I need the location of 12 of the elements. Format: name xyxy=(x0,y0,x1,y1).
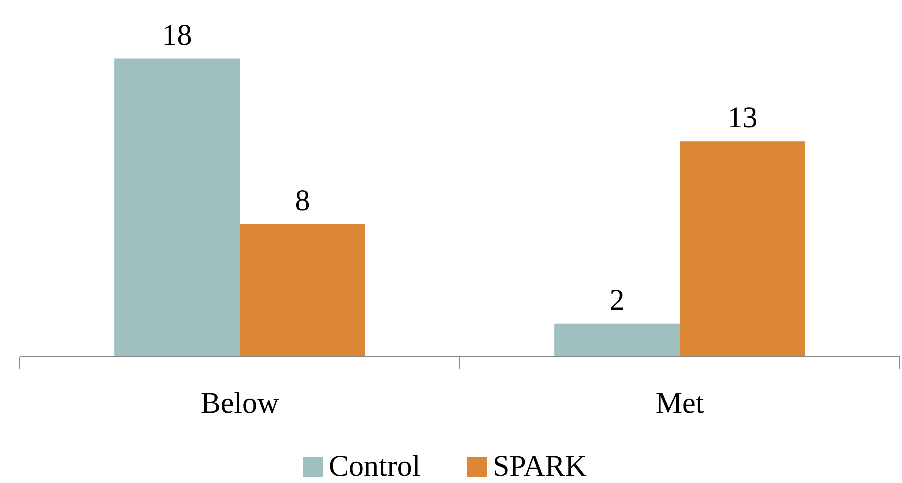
legend-label: SPARK xyxy=(493,450,588,483)
data-label: 8 xyxy=(295,184,310,218)
data-label: 2 xyxy=(610,284,625,317)
x-tick-label: Met xyxy=(656,387,705,420)
bar xyxy=(680,142,806,357)
data-label: 18 xyxy=(162,18,192,52)
x-tick-label: Below xyxy=(200,387,280,420)
data-label: 13 xyxy=(728,102,758,135)
legend-label: Control xyxy=(329,450,421,483)
bar xyxy=(114,58,240,357)
bar xyxy=(554,324,680,357)
bar xyxy=(240,224,366,357)
